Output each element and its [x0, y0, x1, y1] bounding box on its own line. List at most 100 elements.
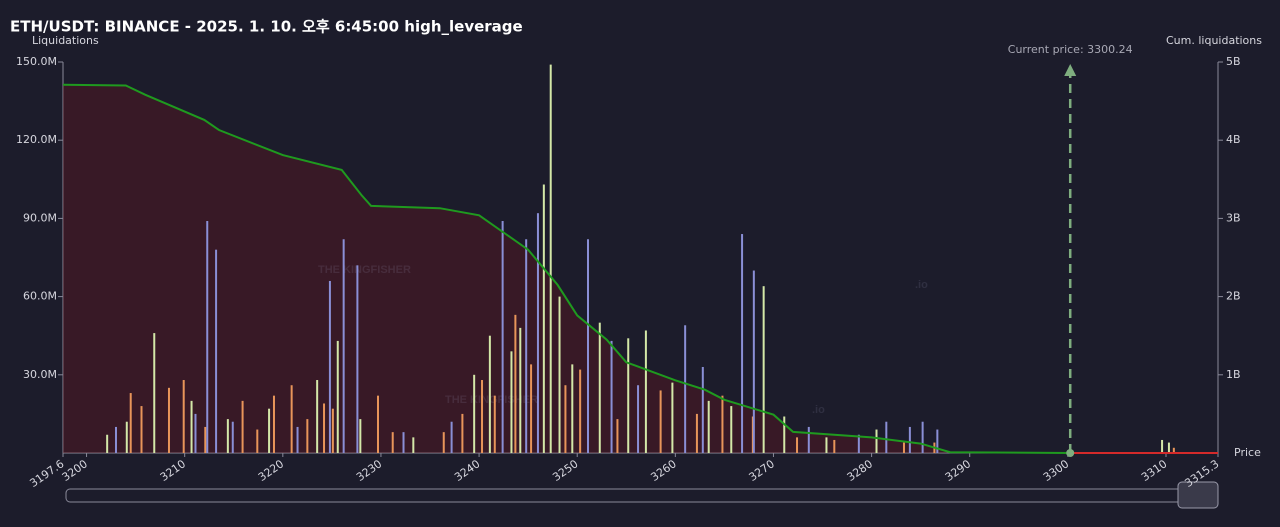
x-tick-label: 3260 — [648, 457, 678, 484]
bar — [306, 419, 309, 453]
watermark: THE KINGFISHER — [318, 264, 411, 276]
bar — [752, 270, 755, 453]
bar — [616, 419, 619, 453]
bar — [519, 327, 522, 453]
bar — [695, 413, 698, 453]
bar — [807, 426, 810, 453]
bar — [226, 419, 229, 453]
bar — [481, 380, 484, 453]
bar — [530, 364, 533, 453]
bar — [571, 364, 574, 453]
y2-tick-label: 4B — [1226, 133, 1241, 146]
bar — [114, 426, 117, 453]
bar — [412, 437, 415, 453]
bar — [579, 369, 582, 453]
scroll-handle[interactable] — [1177, 481, 1219, 509]
y2-axis-label: Cum. liquidations — [1166, 34, 1262, 47]
bar — [549, 64, 552, 454]
bar — [106, 434, 109, 453]
bar — [194, 413, 197, 453]
bar — [536, 213, 539, 453]
bar — [342, 239, 345, 453]
bar — [525, 239, 528, 453]
y2-tick-label: 2B — [1226, 290, 1241, 303]
y-tick-label: 150.0M — [16, 55, 57, 68]
cumulative-line — [62, 83, 1071, 454]
watermark-suffix: .io — [812, 404, 825, 416]
bar — [1172, 447, 1175, 453]
bar — [290, 385, 293, 453]
bar — [741, 234, 744, 453]
x-tick-label: 3250 — [550, 457, 580, 484]
bar — [204, 426, 207, 453]
bar — [501, 221, 504, 453]
bar — [564, 385, 567, 453]
bar — [936, 429, 939, 453]
bar — [885, 421, 888, 453]
bar — [875, 429, 878, 453]
bar — [637, 385, 640, 453]
bar — [510, 351, 513, 453]
y-tick-label: 30.0M — [23, 368, 57, 381]
bar — [206, 221, 209, 453]
y-tick-label: 120.0M — [16, 133, 57, 146]
current-price-arrow — [1064, 64, 1077, 76]
x-tick-label: 3270 — [747, 457, 777, 484]
bar — [323, 403, 326, 453]
bar — [316, 380, 319, 453]
bar — [129, 393, 132, 453]
bar — [558, 296, 561, 453]
bar — [598, 322, 601, 453]
bar — [190, 400, 193, 453]
bar — [153, 333, 156, 453]
bar — [256, 429, 259, 453]
bar — [296, 426, 299, 453]
chart-title: ETH/USDT: BINANCE - 2025. 1. 10. 오후 6:45… — [10, 18, 523, 36]
bar — [231, 421, 234, 453]
bar — [241, 400, 244, 453]
bar — [268, 408, 271, 453]
bar — [473, 374, 476, 453]
y-tick-label: 60.0M — [23, 290, 57, 303]
bar — [182, 380, 185, 453]
bar — [659, 390, 662, 453]
x-tick-label: 3300 — [1041, 457, 1071, 484]
bar — [857, 434, 860, 453]
x-tick-label: 3200 — [60, 457, 90, 484]
bar — [167, 387, 170, 453]
bar — [730, 406, 733, 453]
bar — [140, 406, 143, 453]
bar — [336, 340, 339, 453]
scroll-track[interactable] — [65, 488, 1219, 503]
bar — [356, 265, 359, 453]
bar — [627, 338, 630, 453]
bar — [377, 395, 379, 453]
x-axis-label: Price — [1234, 446, 1261, 459]
bar — [514, 314, 517, 453]
bar — [1161, 439, 1164, 453]
bar — [644, 330, 647, 453]
y2-tick-label: 1B — [1226, 368, 1241, 381]
bar — [391, 432, 394, 453]
bar — [1167, 442, 1170, 453]
y-tick-label: 90.0M — [23, 211, 57, 224]
current-price-label: Current price: 3300.24 — [1008, 43, 1133, 56]
bar — [331, 408, 334, 453]
x-tick-label: 3280 — [845, 457, 875, 484]
bar — [671, 382, 674, 453]
bar — [488, 335, 491, 453]
watermark: THE KINGFISHER — [445, 394, 538, 406]
scrollbar[interactable] — [65, 481, 1219, 509]
x-tick-label: 3230 — [354, 457, 384, 484]
cumulative-area — [63, 84, 1071, 453]
bar — [796, 437, 799, 453]
bar — [272, 395, 275, 453]
bar — [701, 366, 704, 453]
bar — [461, 413, 464, 453]
bar — [587, 239, 589, 453]
bar — [921, 421, 924, 453]
y-axis-label: Liquidations — [32, 34, 99, 47]
bar — [762, 286, 765, 453]
bar — [450, 421, 453, 453]
x-tick-label: 3240 — [452, 457, 482, 484]
